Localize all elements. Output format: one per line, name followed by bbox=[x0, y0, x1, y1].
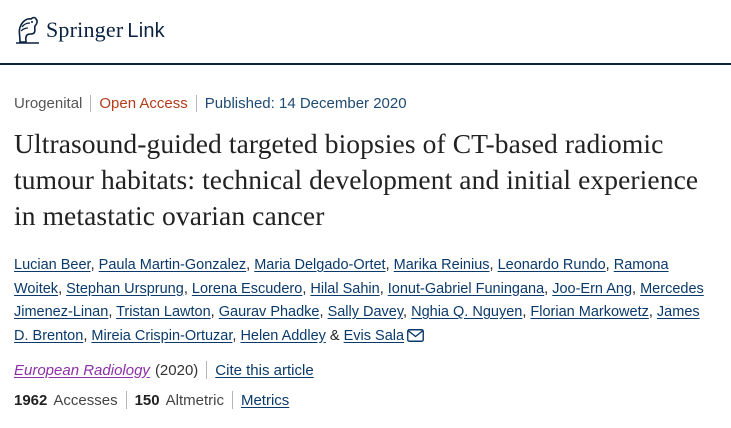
author-separator: , bbox=[210, 304, 219, 320]
author-link[interactable]: Nghia Q. Nguyen bbox=[411, 304, 523, 320]
altmetric-count: 150 bbox=[134, 391, 160, 409]
journal-link[interactable]: European Radiology bbox=[14, 361, 150, 379]
author-separator: , bbox=[648, 304, 657, 320]
author-ampersand: & bbox=[325, 327, 344, 344]
envelope-icon[interactable] bbox=[407, 329, 425, 343]
author-link[interactable]: Helen Addley bbox=[240, 327, 326, 344]
article-meta: Urogenital Open Access Published: 14 Dec… bbox=[14, 95, 717, 112]
author-link[interactable]: Paula Martin-Gonzalez bbox=[98, 257, 247, 273]
author-link[interactable]: Lucian Beer bbox=[14, 257, 91, 273]
author-link[interactable]: Sally Davey bbox=[327, 304, 404, 320]
author-separator: , bbox=[183, 280, 192, 297]
author-link[interactable]: Lorena Escudero bbox=[191, 280, 303, 297]
author-list: Lucian Beer, Paula Martin-Gonzalez, Mari… bbox=[14, 254, 717, 348]
author-separator: , bbox=[632, 280, 641, 297]
brand-link: Link bbox=[127, 20, 165, 42]
metrics-link[interactable]: Metrics bbox=[240, 391, 290, 409]
journal-line: European Radiology (2020) Cite this arti… bbox=[14, 361, 717, 379]
author-link[interactable]: Maria Delgado-Ortet bbox=[254, 257, 386, 273]
author-link[interactable]: Stephan Ursprung bbox=[66, 280, 184, 297]
open-access-badge: Open Access bbox=[99, 95, 188, 112]
author-link[interactable]: Marika Reinius bbox=[393, 257, 490, 273]
author-link[interactable]: Ramona Woitek bbox=[14, 257, 669, 297]
journal-year: (2020) bbox=[154, 361, 199, 379]
author-separator: , bbox=[522, 304, 531, 320]
author-separator: , bbox=[605, 257, 614, 273]
author-link[interactable]: Ionut-Gabriel Funingana bbox=[387, 280, 545, 297]
altmetric-label: Altmetric bbox=[165, 391, 224, 409]
brand-name: Springer Link bbox=[46, 17, 165, 43]
author-link[interactable]: Joo-Ern Ang bbox=[552, 280, 633, 297]
springer-link-logo[interactable]: Springer Link bbox=[12, 13, 165, 47]
author-separator: , bbox=[544, 280, 553, 297]
author-separator: , bbox=[403, 304, 412, 320]
author-link[interactable]: Florian Markowetz bbox=[530, 304, 649, 320]
author-separator: , bbox=[108, 304, 117, 320]
author-link[interactable]: Mercedes Jimenez-Linan bbox=[14, 280, 704, 321]
article-category: Urogenital bbox=[14, 95, 83, 112]
author-link[interactable]: Evis Sala bbox=[343, 327, 405, 344]
author-separator: , bbox=[83, 327, 92, 344]
author-link[interactable]: James D. Brenton bbox=[14, 304, 700, 344]
author-separator: , bbox=[489, 257, 498, 273]
site-header: Springer Link bbox=[0, 0, 731, 65]
author-separator: , bbox=[302, 280, 311, 297]
springer-horse-icon bbox=[16, 16, 39, 44]
published-date: Published: 14 December 2020 bbox=[204, 95, 407, 112]
meta-divider bbox=[90, 95, 92, 112]
author-link[interactable]: Mireia Crispin-Ortuzar bbox=[91, 327, 233, 344]
author-link[interactable]: Leonardo Rundo bbox=[497, 257, 606, 273]
journal-divider bbox=[206, 361, 208, 379]
author-separator: , bbox=[232, 327, 241, 344]
article-header: Urogenital Open Access Published: 14 Dec… bbox=[14, 95, 717, 409]
author-separator: , bbox=[319, 304, 328, 320]
metrics-divider bbox=[231, 391, 233, 409]
accesses-label: Accesses bbox=[53, 391, 118, 409]
author-link[interactable]: Hilal Sahin bbox=[310, 280, 380, 297]
author-link[interactable]: Tristan Lawton bbox=[116, 304, 211, 320]
author-separator: , bbox=[385, 257, 394, 273]
metrics-divider bbox=[125, 391, 127, 409]
article-title: Ultrasound-guided targeted biopsies of C… bbox=[14, 128, 699, 231]
author-separator: , bbox=[90, 257, 99, 273]
brand-springer: Springer bbox=[46, 17, 124, 42]
author-link[interactable]: Gaurav Phadke bbox=[218, 304, 320, 320]
cite-article-link[interactable]: Cite this article bbox=[215, 361, 314, 379]
author-separator: , bbox=[379, 280, 388, 297]
article-metrics: 1962 Accesses 150 Altmetric Metrics bbox=[14, 391, 717, 409]
author-separator: , bbox=[58, 280, 67, 297]
author-separator: , bbox=[246, 257, 255, 273]
meta-divider bbox=[195, 95, 197, 112]
accesses-count: 1962 bbox=[14, 391, 48, 409]
